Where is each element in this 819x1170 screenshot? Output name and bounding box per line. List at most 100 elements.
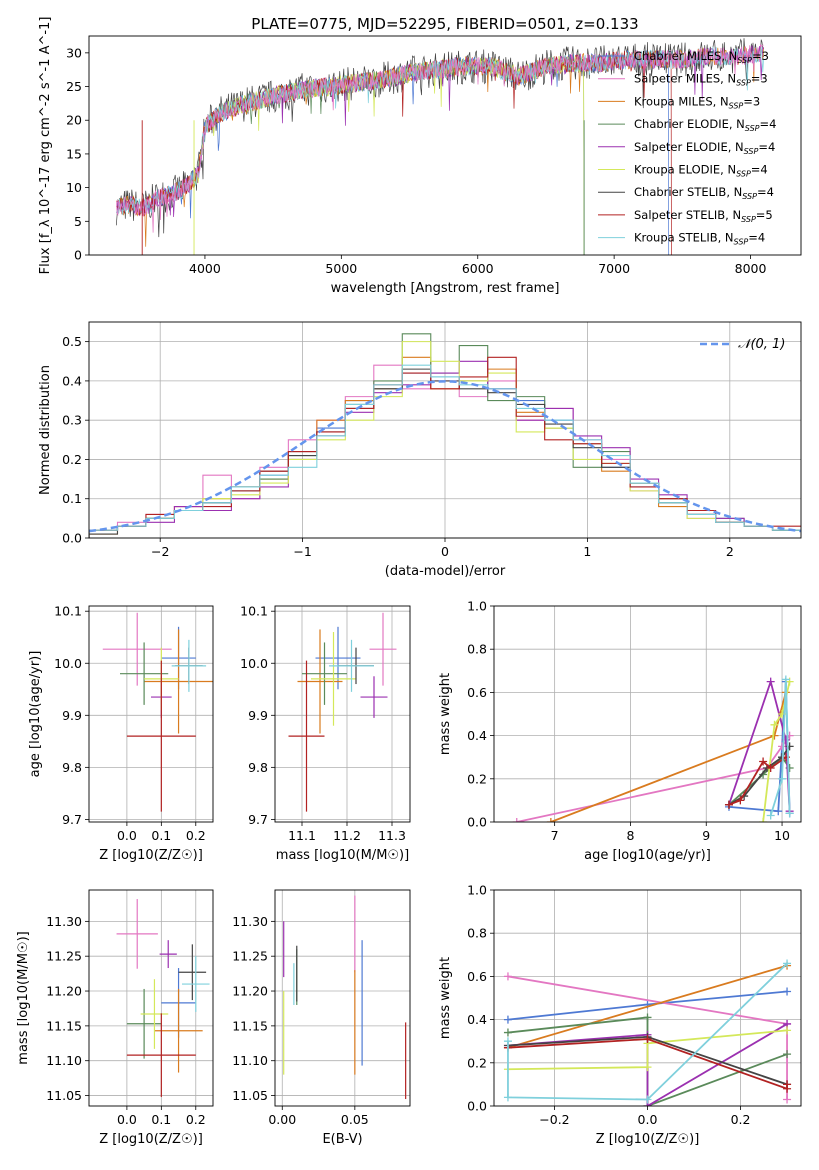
x-tick-label: 11.1 <box>288 828 316 843</box>
x-tick-label: 7000 <box>598 261 630 276</box>
plot-area <box>288 612 397 812</box>
weight-series <box>550 692 787 822</box>
spectrum-line <box>193 55 585 255</box>
y-tick-label: 9.8 <box>62 760 82 775</box>
y-axis-label: mass [log10(M/M☉)] <box>16 931 31 1064</box>
x-tick-label: −2 <box>151 544 169 559</box>
x-tick-label: 6000 <box>462 261 494 276</box>
axes-frame <box>88 35 802 256</box>
weight-marker <box>783 1026 792 1035</box>
y-axis-label: mass weight <box>438 957 453 1039</box>
y-tick-label: 11.20 <box>232 984 268 999</box>
axes-frame <box>274 605 411 823</box>
weight-marker <box>774 807 783 816</box>
y-tick-label: 0 <box>74 248 82 263</box>
weight-marker <box>783 1080 792 1089</box>
weight-marker <box>643 1095 652 1104</box>
y-tick-label: 11.10 <box>46 1053 82 1068</box>
legend-label: Kroupa MILES, NSSP=3 <box>634 94 760 110</box>
y-tick-label: 0.4 <box>467 728 487 743</box>
plot-area <box>512 675 794 822</box>
legend-label: Salpeter STELIB, NSSP=5 <box>634 208 773 224</box>
normal-curve <box>89 380 801 533</box>
panel-spectrum: 4000 5000 6000 7000 8000 0 5 10 15 20 25 30 waveleng… <box>38 17 802 296</box>
weight-marker <box>503 1015 512 1024</box>
y-tick-label: 15 <box>66 146 82 161</box>
y-tick-label: 9.8 <box>248 760 268 775</box>
plot-area <box>115 38 764 255</box>
legend-label: Chabrier ELODIE, NSSP=4 <box>634 117 776 133</box>
weight-marker <box>783 1050 792 1059</box>
panel-Z_vs_mass: 0.0 0.1 0.2 11.05 11.10 11.15 11.20 11.25 11.30 Z… <box>16 889 214 1147</box>
legend-label: Kroupa STELIB, NSSP=4 <box>634 231 765 247</box>
y-tick-label: 5 <box>74 214 82 229</box>
weight-series <box>507 964 788 1049</box>
y-tick-label: 30 <box>66 45 82 60</box>
panel-age_vs_weight: 7 8 9 10 0.0 0.2 0.4 0.6 0.8 1.0 age [log10(age/yr… <box>438 599 802 863</box>
spectrum-line <box>141 50 670 255</box>
y-tick-label: 11.25 <box>46 949 82 964</box>
y-tick-label: 11.15 <box>46 1018 82 1033</box>
panel-residual_hist: −2 −1 0 1 2 0.0 0.1 0.2 0.3 0.4 0.5 (data-model)/er… <box>38 321 802 579</box>
y-axis-label: mass weight <box>438 673 453 755</box>
weight-marker <box>770 731 779 740</box>
panel-ebv_vs_mass: 0.00 0.05 11.05 11.10 11.15 11.20 11.25 11.30 E(… <box>232 889 411 1147</box>
y-tick-label: 1.0 <box>467 599 487 614</box>
weight-series <box>769 679 791 816</box>
weight-marker <box>783 1095 792 1104</box>
panel-Z_vs_weight: −0.2 0.0 0.2 0.0 0.2 0.4 0.6 0.8 1.0 Z [log10(Z/Z… <box>438 883 802 1147</box>
plot-area <box>116 899 210 1097</box>
y-tick-label: 0.1 <box>62 491 82 506</box>
y-tick-label: 11.25 <box>232 949 268 964</box>
x-axis-label: (data-model)/error <box>385 564 506 579</box>
plot-area <box>503 959 792 1106</box>
y-tick-label: 11.20 <box>46 984 82 999</box>
x-axis-label: Z [log10(Z/Z☉)] <box>596 1132 700 1147</box>
y-axis-label: Flux [f_λ 10^-17 erg cm^-2 s^-1 A^-1] <box>38 17 53 275</box>
weight-marker <box>781 675 790 684</box>
y-tick-label: 0.5 <box>62 334 82 349</box>
y-tick-label: 0.6 <box>467 969 487 984</box>
weight-marker <box>766 677 775 686</box>
axes-frame <box>88 321 802 539</box>
y-tick-label: 20 <box>66 113 82 128</box>
x-tick-label: 1 <box>583 544 591 559</box>
y-tick-label: 11.10 <box>232 1053 268 1068</box>
y-tick-label: 0.8 <box>467 926 487 941</box>
y-tick-label: 0.0 <box>467 1099 487 1114</box>
y-tick-label: 0.4 <box>467 1012 487 1027</box>
plot-area <box>283 895 407 1100</box>
y-tick-label: 10 <box>66 180 82 195</box>
weight-marker <box>736 796 745 805</box>
y-tick-label: 25 <box>66 79 82 94</box>
y-tick-label: 0.2 <box>62 452 82 467</box>
legend-label: Chabrier MILES, NSSP=3 <box>634 49 769 65</box>
x-tick-label: 5000 <box>325 261 357 276</box>
x-tick-label: 0.0 <box>117 1112 137 1127</box>
weight-marker <box>783 959 792 968</box>
y-tick-label: 11.05 <box>232 1088 268 1103</box>
weight-marker <box>643 1035 652 1044</box>
panel-Z_vs_age: 0.0 0.1 0.2 9.7 9.8 9.9 10.0 10.1 Z [log10(Z/Z☉)… <box>28 604 214 863</box>
x-tick-label: 0.0 <box>117 828 137 843</box>
y-tick-label: 0.6 <box>467 685 487 700</box>
y-tick-label: 9.7 <box>62 812 82 827</box>
y-tick-label: 10.1 <box>240 604 268 619</box>
x-tick-label: 4000 <box>189 261 221 276</box>
legend-label: Kroupa ELODIE, NSSP=4 <box>634 163 768 179</box>
weight-marker <box>512 818 521 822</box>
axes-frame <box>274 889 411 1107</box>
y-tick-label: 0.3 <box>62 413 82 428</box>
y-tick-label: 11.15 <box>232 1018 268 1033</box>
x-axis-label: age [log10(age/yr)] <box>584 848 711 863</box>
x-tick-label: −1 <box>293 544 311 559</box>
axes-frame <box>493 605 802 823</box>
x-tick-label: 0.2 <box>186 1112 206 1127</box>
weight-marker <box>785 809 794 818</box>
histogram-series <box>89 364 801 538</box>
y-tick-label: 0.2 <box>467 1055 487 1070</box>
x-tick-label: 11.3 <box>378 828 406 843</box>
weight-marker <box>778 742 787 751</box>
weight-marker <box>770 720 779 729</box>
y-tick-label: 11.30 <box>232 914 268 929</box>
